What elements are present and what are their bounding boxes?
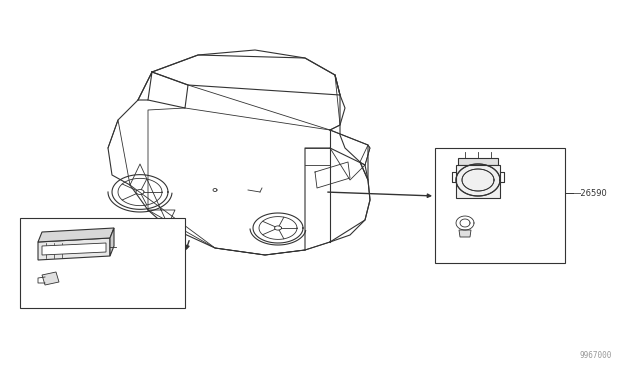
- Bar: [20, 218, 185, 308]
- Polygon shape: [110, 228, 114, 256]
- Text: —26590: —26590: [573, 189, 608, 198]
- Polygon shape: [456, 165, 500, 198]
- Polygon shape: [42, 243, 106, 255]
- Polygon shape: [458, 158, 498, 165]
- Text: — 26590E: — 26590E: [475, 234, 518, 243]
- Polygon shape: [459, 230, 471, 237]
- Polygon shape: [38, 228, 114, 242]
- Text: 26420N: 26420N: [25, 225, 58, 234]
- Polygon shape: [42, 272, 59, 285]
- Text: 9967000: 9967000: [580, 351, 612, 360]
- Polygon shape: [38, 238, 110, 260]
- Text: —26590EA: —26590EA: [52, 285, 98, 295]
- Bar: [435, 148, 565, 263]
